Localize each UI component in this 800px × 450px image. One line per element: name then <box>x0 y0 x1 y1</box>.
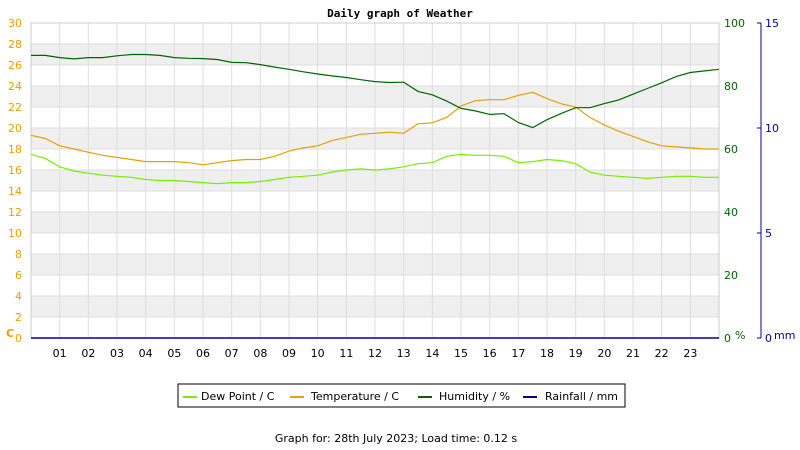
left-axis-unit: C <box>6 327 14 340</box>
x-tick-label: 05 <box>167 347 181 360</box>
left-axis-tick-label: 0 <box>15 332 22 345</box>
left-axis-tick-label: 20 <box>8 122 22 135</box>
x-tick-label: 16 <box>483 347 497 360</box>
left-axis-tick-label: 10 <box>8 227 22 240</box>
right1-axis-tick-label: 80 <box>724 80 738 93</box>
x-tick-label: 18 <box>540 347 554 360</box>
series-line-temperature-c <box>30 91 719 166</box>
right2-axis-tick-label: 5 <box>765 227 772 240</box>
left-axis-tick-label: 30 <box>8 17 22 30</box>
left-axis-tick-label: 28 <box>8 38 22 51</box>
x-tick-label: 06 <box>196 347 210 360</box>
x-tick-label: 02 <box>81 347 95 360</box>
right1-axis-tick-label: 40 <box>724 206 738 219</box>
x-tick-label: 13 <box>397 347 411 360</box>
left-axis-tick-label: 18 <box>8 143 22 156</box>
x-tick-label: 15 <box>454 347 468 360</box>
x-tick-label: 17 <box>511 347 525 360</box>
right2-axis-tick-label: 15 <box>765 17 779 30</box>
x-tick-label: 01 <box>53 347 67 360</box>
right1-axis-tick-label: 0 <box>724 332 731 345</box>
x-tick-label: 10 <box>311 347 325 360</box>
legend-item-rainfall: Rainfall / mm <box>523 390 618 403</box>
legend-item-temperature: Temperature / C <box>290 390 399 403</box>
left-axis-tick-label: 2 <box>15 311 22 324</box>
x-tick-label: 20 <box>597 347 611 360</box>
left-axis-tick-label: 24 <box>8 80 22 93</box>
legend-item-humidity: Humidity / % <box>418 390 510 403</box>
left-axis-tick-label: 12 <box>8 206 22 219</box>
x-tick-label: 07 <box>225 347 239 360</box>
left-axis-tick-label: 16 <box>8 164 22 177</box>
x-tick-label: 08 <box>253 347 267 360</box>
x-tick-label: 14 <box>425 347 439 360</box>
x-tick-label: 11 <box>339 347 353 360</box>
x-tick-label: 09 <box>282 347 296 360</box>
svg-text:Humidity / %: Humidity / % <box>439 390 510 403</box>
x-tick-label: 04 <box>139 347 153 360</box>
right2-axis-tick-label: 10 <box>765 122 779 135</box>
right1-axis-tick-label: 20 <box>724 269 738 282</box>
x-tick-label: 22 <box>655 347 669 360</box>
series-line-humidity <box>31 53 720 129</box>
svg-text:Dew Point / C: Dew Point / C <box>201 390 275 403</box>
legend: Dew Point / C Temperature / C Humidity /… <box>177 383 626 408</box>
right2-axis-tick-label: 0 <box>765 332 772 345</box>
left-axis-tick-label: 14 <box>8 185 22 198</box>
right1-axis-tick-label: 100 <box>724 17 745 30</box>
svg-text:Temperature / C: Temperature / C <box>310 390 399 403</box>
chart-title: Daily graph of Weather <box>327 7 473 20</box>
footer-text: Graph for: 28th July 2023; Load time: 0.… <box>275 432 518 445</box>
x-tick-label: 12 <box>368 347 382 360</box>
left-axis-tick-label: 8 <box>15 248 22 261</box>
x-tick-label: 23 <box>683 347 697 360</box>
series-line-dew-point-c <box>30 153 719 185</box>
x-tick-label: 21 <box>626 347 640 360</box>
right2-axis-unit: mm <box>774 329 795 342</box>
right1-axis-tick-label: 60 <box>724 143 738 156</box>
svg-text:Rainfall / mm: Rainfall / mm <box>545 390 618 403</box>
right1-axis-unit: % <box>735 329 745 342</box>
left-axis-tick-label: 6 <box>15 269 22 282</box>
legend-item-dew-point: Dew Point / C <box>183 390 275 403</box>
left-axis-tick-label: 26 <box>8 59 22 72</box>
left-axis-tick-label: 22 <box>8 101 22 114</box>
x-tick-label: 19 <box>569 347 583 360</box>
left-axis-tick-label: 4 <box>15 290 22 303</box>
x-tick-label: 03 <box>110 347 124 360</box>
